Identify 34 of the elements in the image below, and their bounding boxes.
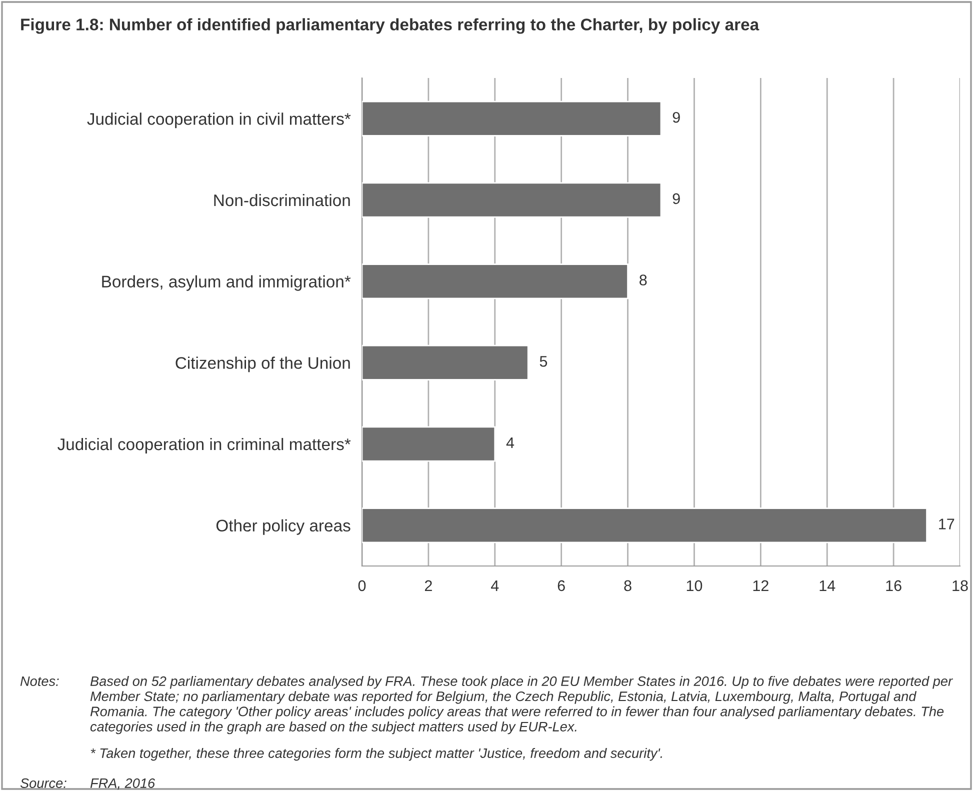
y-tick-label: Judicial cooperation in civil matters* [87,112,351,128]
x-tick-label: 6 [558,580,565,592]
x-tick-label: 16 [886,580,902,592]
x-tick-label: 18 [952,580,968,592]
data-label: 5 [540,356,548,367]
text: Based on 52 parliamentary debates analysed by FRA. These took place in 20 EU Member States in 2016. Up to five debates were reported per Member State; no parliamentary debate was reported for Belgium, the Czech Republic, Estonia, Latvia, Luxembourg, Malta, Portugal and Romania. The category 'Other policy areas' includes policy areas that were referred to in fewer than four analysed parliamentary debates. The categories used in the graph are based on the subject matters used by EUR-Lex. [90,676,953,734]
text: Notes: [20,676,59,686]
data-label: 9 [672,112,680,123]
x-tick-label: 14 [820,580,836,591]
bar [362,426,496,462]
data-label: 8 [640,274,647,286]
chart-title: Figure 1.8: Number of identified parliamentary debates referring to the Charter, by policy area [21,18,760,34]
data-label: 9 [672,193,680,204]
x-tick-label: 2 [424,580,432,591]
data-label: 4 [506,437,514,448]
y-tick-label: Non-discrimination [214,194,350,206]
source-note: Source: [20,778,66,788]
y-tick-label: Borders, asylum and immigration* [102,275,351,291]
data-label: 17 [939,518,954,530]
y-tick-label: Citizenship of the Union [176,356,350,372]
bar [362,264,628,300]
x-tick-label: 10 [686,580,702,592]
y-tick-label: Other policy areas [216,519,350,535]
text: * Taken together, these three categories form the subject matter 'Justice, freedom and security'. [90,748,662,761]
x-tick-label: 8 [624,580,632,592]
x-tick-label: 12 [753,580,768,591]
bar [362,182,662,218]
x-tick-label: 0 [358,580,366,592]
bar [362,344,529,380]
x-tick-label: 4 [490,580,499,591]
bar [362,100,662,136]
text: FRA, 2016 [90,778,156,790]
y-tick-label: Judicial cooperation in criminal matters* [58,438,351,454]
bar [362,508,928,544]
